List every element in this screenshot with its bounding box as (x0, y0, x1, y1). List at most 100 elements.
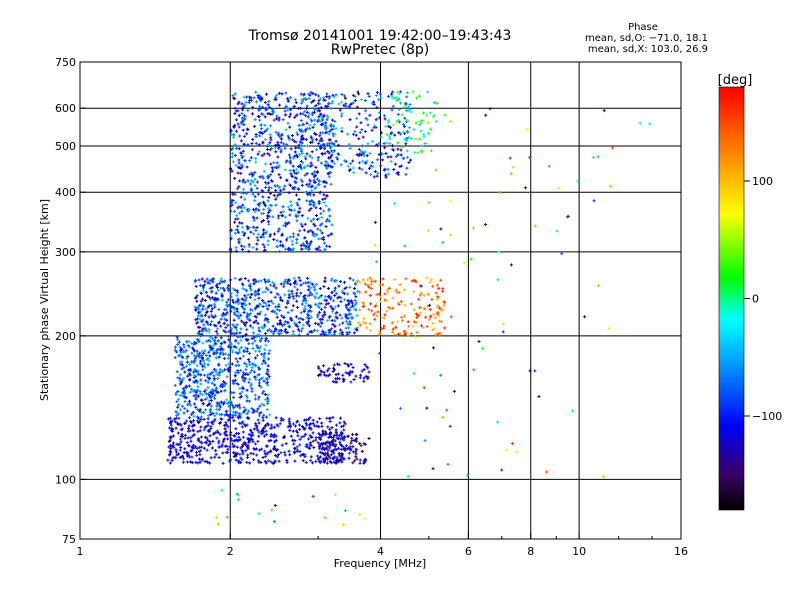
data-point (402, 329, 406, 333)
data-point (347, 326, 351, 330)
data-point (200, 320, 204, 324)
data-point (382, 142, 386, 146)
data-point (319, 119, 323, 123)
data-point (272, 118, 276, 122)
data-point (203, 328, 207, 332)
data-point (312, 193, 316, 197)
data-point (214, 388, 218, 392)
data-point (249, 230, 253, 234)
data-point (284, 91, 288, 95)
data-point (266, 422, 270, 426)
data-point (279, 282, 283, 286)
data-point (294, 279, 298, 283)
data-point (255, 447, 259, 451)
data-point (304, 299, 308, 303)
data-point (230, 152, 234, 156)
data-point (261, 391, 265, 395)
data-point (274, 189, 278, 193)
data-point (347, 308, 351, 312)
data-point (301, 459, 305, 463)
data-point (431, 115, 435, 119)
data-point (240, 112, 244, 116)
data-point (226, 286, 230, 290)
data-point (214, 452, 218, 456)
data-point (282, 209, 286, 213)
data-point (251, 180, 255, 184)
data-point (284, 442, 288, 446)
data-point (233, 123, 237, 127)
data-point (310, 150, 314, 154)
data-point (290, 292, 294, 296)
data-point (238, 392, 242, 396)
data-point (234, 339, 238, 343)
data-point (208, 461, 212, 465)
data-point (176, 443, 180, 447)
data-point (432, 327, 436, 331)
data-point (270, 426, 274, 430)
data-point (262, 169, 266, 173)
data-point (263, 130, 267, 134)
data-point (234, 118, 238, 122)
data-point (271, 332, 275, 336)
data-point (597, 284, 601, 288)
data-point (365, 118, 369, 122)
data-point (312, 201, 316, 205)
x-tick-label: 4 (377, 545, 384, 558)
data-point (309, 330, 313, 334)
data-point (251, 410, 255, 414)
data-point (166, 458, 170, 462)
data-point (190, 460, 194, 464)
data-point (415, 96, 419, 100)
data-point (298, 423, 302, 427)
data-point (224, 430, 228, 434)
data-point (291, 332, 295, 336)
data-point (243, 180, 247, 184)
data-point (215, 282, 219, 286)
data-point (257, 430, 261, 434)
data-point (192, 419, 196, 423)
data-point (391, 306, 395, 310)
data-point (307, 319, 311, 323)
data-point (201, 288, 205, 292)
data-point (327, 332, 331, 336)
data-point (307, 417, 311, 421)
data-point (289, 317, 293, 321)
data-point (310, 293, 314, 297)
data-point (428, 308, 432, 312)
data-point (316, 304, 320, 308)
data-point (300, 144, 304, 148)
data-point (287, 419, 291, 423)
data-point (331, 144, 335, 148)
data-point (351, 461, 355, 465)
data-point (202, 428, 206, 432)
data-point (217, 355, 221, 359)
data-point (357, 321, 361, 325)
data-point (214, 368, 218, 372)
data-point (322, 298, 326, 302)
data-point (347, 104, 351, 108)
data-point (229, 209, 233, 213)
data-point (211, 432, 215, 436)
data-point (448, 199, 452, 203)
data-point (208, 439, 212, 443)
data-point (247, 245, 251, 249)
data-point (305, 240, 309, 244)
data-point (240, 319, 244, 323)
data-point (228, 408, 232, 412)
data-point (193, 340, 197, 344)
data-point (265, 380, 269, 384)
data-point (286, 205, 290, 209)
data-point (308, 291, 312, 295)
data-point (509, 172, 513, 176)
data-point (305, 276, 309, 280)
data-point (236, 351, 240, 355)
data-point (268, 349, 272, 353)
data-point (300, 183, 304, 187)
data-point (251, 433, 255, 437)
data-point (403, 116, 407, 120)
data-point (360, 144, 364, 148)
data-point (481, 346, 485, 350)
data-point (320, 317, 324, 321)
data-point (233, 209, 237, 213)
data-point (358, 458, 362, 462)
